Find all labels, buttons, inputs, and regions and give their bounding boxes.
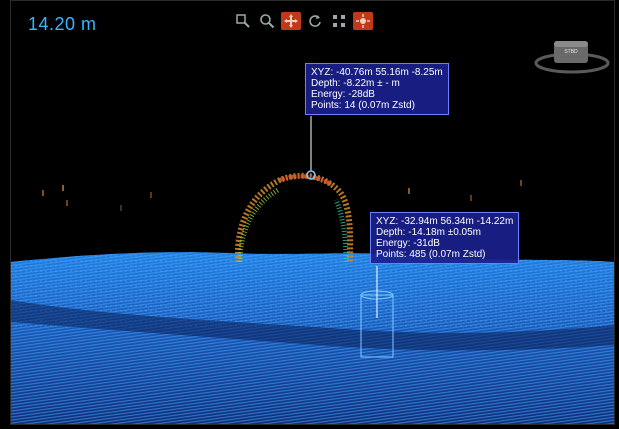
callout-points: Points: 485 (0.07m Zstd) <box>376 249 486 260</box>
zoom-box-icon[interactable] <box>233 12 253 30</box>
orientation-label: STBD <box>564 49 578 55</box>
rotate-icon[interactable] <box>305 12 325 30</box>
callout-energy: Energy: -31dB <box>376 238 440 249</box>
water-column-points <box>42 180 522 211</box>
seafloor-speckle <box>10 252 615 330</box>
pan-icon[interactable] <box>281 12 301 30</box>
pick-callout-2: XYZ: -32.94m 56.34m -14.22m Depth: -14.1… <box>370 212 520 264</box>
callout-points: Points: 14 (0.07m Zstd) <box>311 100 415 111</box>
pick-marker-1[interactable] <box>306 170 316 180</box>
callout-depth: Depth: -14.18m ±0.05m <box>376 227 481 238</box>
view-toolbar <box>233 12 373 30</box>
depth-readout: 14.20 m <box>28 14 97 34</box>
callout-xyz: XYZ: -40.76m 55.16m -8.25m <box>311 67 443 78</box>
callout-energy: Energy: -28dB <box>311 89 375 100</box>
seafloor-trench <box>10 300 615 351</box>
callout-depth: Depth: -8.22m ± - m <box>311 78 400 89</box>
select-point-icon[interactable] <box>353 12 373 30</box>
fit-view-icon[interactable] <box>329 12 349 30</box>
pick-callout-1: XYZ: -40.76m 55.16m -8.25m Depth: -8.22m… <box>305 63 449 115</box>
arch-structure <box>234 172 354 263</box>
vessel-orientation-widget[interactable]: STBD <box>532 35 612 77</box>
magnifier-icon[interactable] <box>257 12 277 30</box>
callout-xyz: XYZ: -32.94m 56.34m -14.22m <box>376 216 514 227</box>
